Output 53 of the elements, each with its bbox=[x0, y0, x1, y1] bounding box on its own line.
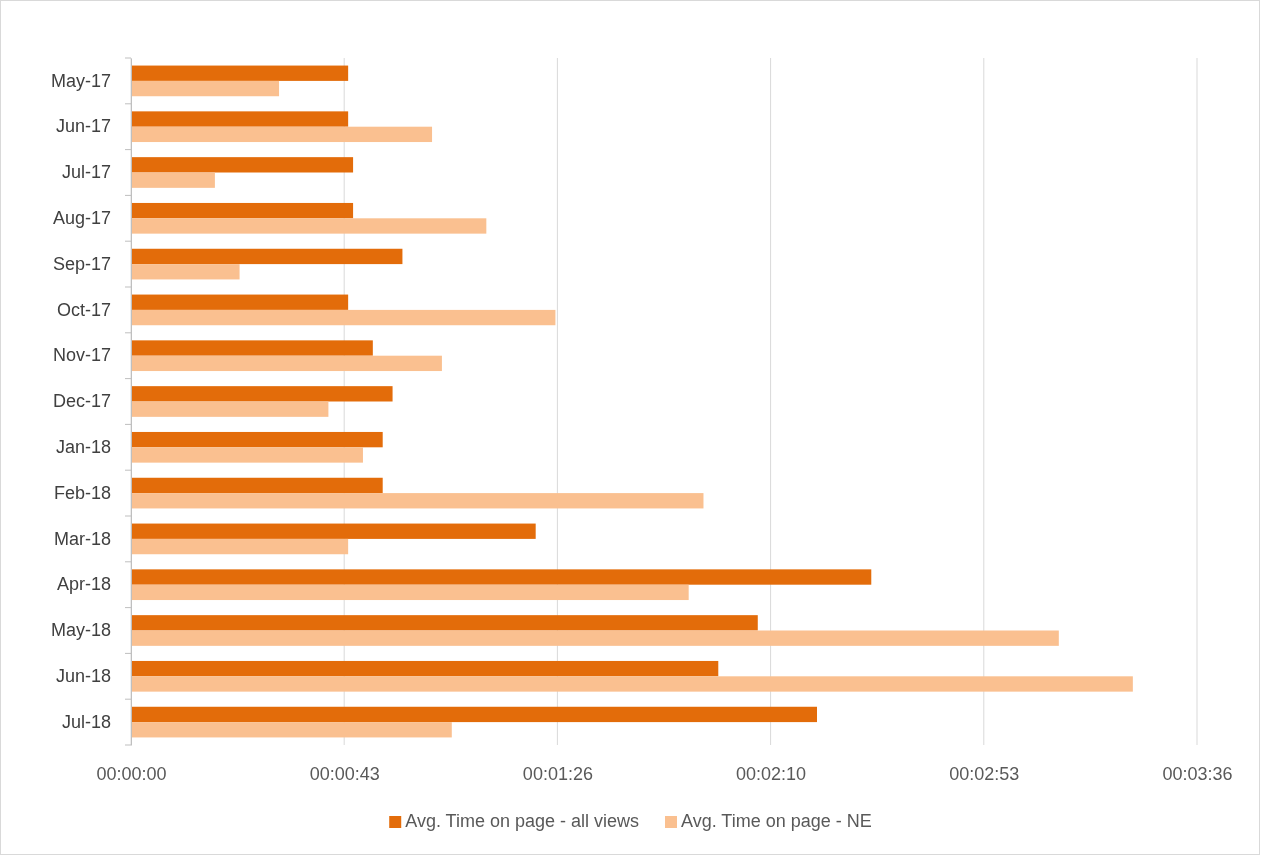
y-tick-label: Apr-18 bbox=[56, 574, 111, 595]
y-tick-label: Nov-17 bbox=[52, 345, 111, 366]
bar bbox=[131, 80, 280, 97]
y-tick-label: Jun-17 bbox=[55, 116, 111, 137]
bar bbox=[131, 294, 349, 310]
y-tick-label: Feb-18 bbox=[53, 482, 111, 503]
bar bbox=[131, 65, 349, 81]
bar bbox=[131, 111, 349, 127]
bar bbox=[131, 340, 373, 356]
y-tick-label: Mar-18 bbox=[53, 528, 111, 549]
bar bbox=[131, 477, 383, 494]
bar bbox=[131, 431, 383, 448]
y-tick-label: Jul-18 bbox=[61, 711, 111, 732]
y-tick-label: Aug-17 bbox=[52, 208, 111, 229]
y-tick-label: May-17 bbox=[50, 70, 111, 91]
x-tick-label: 00:02:10 bbox=[736, 763, 807, 784]
x-tick-label: 00:02:53 bbox=[949, 763, 1020, 784]
bar bbox=[131, 493, 704, 509]
y-tick-label: Jun-18 bbox=[55, 666, 111, 687]
bar bbox=[131, 630, 1059, 646]
bar bbox=[131, 172, 215, 188]
bar bbox=[131, 355, 442, 372]
bar bbox=[131, 309, 556, 326]
bar bbox=[131, 538, 349, 555]
bar bbox=[131, 722, 452, 738]
bar bbox=[131, 157, 354, 173]
y-tick-label: May-18 bbox=[50, 620, 111, 641]
x-tick-label: 00:00:43 bbox=[309, 763, 380, 784]
bar bbox=[131, 218, 487, 234]
bar bbox=[131, 447, 363, 463]
x-tick-label: 00:03:36 bbox=[1162, 763, 1233, 784]
bar bbox=[131, 676, 1133, 692]
bar bbox=[131, 126, 433, 143]
bar bbox=[131, 202, 354, 219]
bar bbox=[131, 569, 872, 585]
bar bbox=[131, 386, 393, 402]
legend-label: Avg. Time on page - all views bbox=[405, 811, 639, 831]
bar bbox=[131, 584, 689, 601]
bar bbox=[131, 264, 240, 280]
bar bbox=[131, 248, 403, 265]
x-tick-label: 00:00:00 bbox=[96, 763, 167, 784]
legend-label: Avg. Time on page - NE bbox=[681, 811, 872, 831]
bar bbox=[131, 706, 817, 723]
y-tick-label: Jan-18 bbox=[55, 437, 111, 458]
y-tick-label: Sep-17 bbox=[52, 253, 111, 274]
y-tick-label: Dec-17 bbox=[52, 391, 111, 412]
x-tick-label: 00:01:26 bbox=[522, 763, 593, 784]
bar bbox=[131, 401, 329, 417]
bar bbox=[131, 660, 719, 677]
bar bbox=[131, 523, 536, 539]
y-tick-label: Oct-17 bbox=[56, 299, 111, 320]
bar bbox=[131, 615, 758, 631]
y-tick-label: Jul-17 bbox=[61, 162, 111, 183]
